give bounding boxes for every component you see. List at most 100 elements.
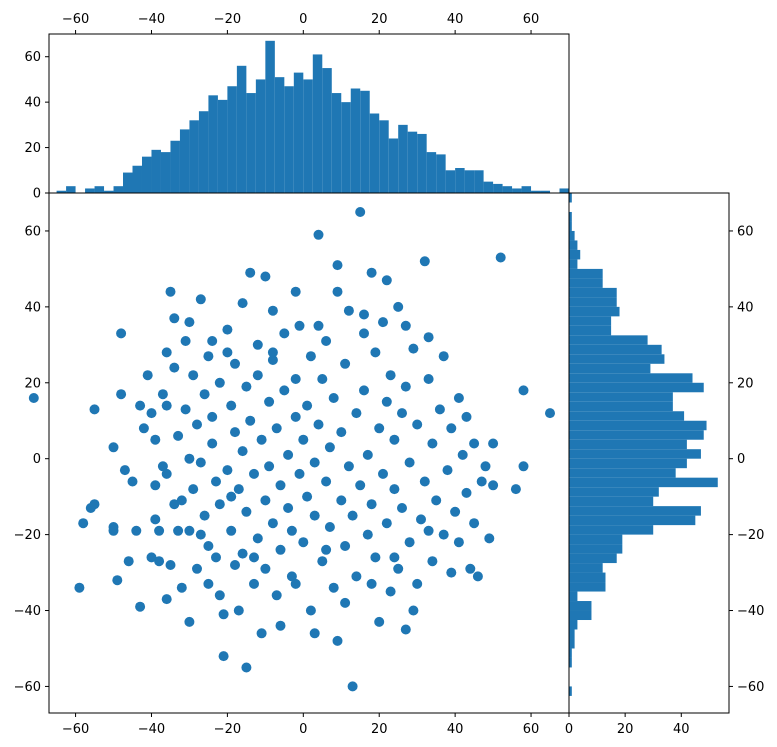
scatter-point [370,552,381,563]
scatter-point [321,476,332,487]
scatter-point [378,317,388,328]
scatter-point [370,347,381,358]
right-histogram-bar [569,544,623,554]
scatter-point [150,514,161,525]
scatter-point [446,567,457,578]
scatter-point [119,465,130,476]
scatter-point [135,400,146,411]
scatter-point [393,563,404,574]
scatter-point [275,620,286,631]
right-y-tick-label: 0 [737,452,745,467]
scatter-point [324,442,335,453]
scatter-point [359,309,369,320]
right-histogram-bar [569,193,572,203]
scatter-point [283,449,294,460]
right-histogram-bar [569,572,606,583]
right-histogram-bar [569,686,572,696]
scatter-point [226,400,237,411]
scatter-point [332,635,343,646]
scatter-point [184,616,195,627]
scatter-point [89,404,100,415]
scatter-point [260,563,271,574]
scatter-point [192,563,202,574]
scatter-point [199,389,210,400]
scatter-point [222,324,233,335]
scatter-point [381,518,392,529]
top-histogram-bar [236,65,247,193]
right-y-tick-label: 40 [737,300,754,315]
top-histogram-bar [521,186,532,193]
scatter-point [161,594,172,605]
scatter-point [290,411,301,422]
right-histogram-bar [569,458,687,469]
scatter-point [465,563,476,574]
scatter-point [309,457,320,468]
scatter-point [374,616,385,627]
scatter-point [184,317,195,328]
scatter-point [453,393,464,403]
x-tick-label: 60 [523,722,540,737]
top-x-tick-label: 0 [299,12,307,27]
scatter-point [226,525,237,536]
scatter-point [116,328,127,339]
right-histogram-bar [569,629,575,639]
right-histogram-bar [569,325,612,336]
scatter-point [362,449,373,460]
scatter-point [366,578,377,589]
scatter-point [245,415,256,426]
top-histogram-bar [474,170,484,193]
scatter-point [313,229,324,240]
scatter-point [328,393,339,403]
right-histogram-bar [569,420,707,431]
top-histogram-bar [483,181,494,193]
scatter-point [305,351,316,362]
scatter-point [423,525,434,536]
top-y-tick-label: 20 [24,141,41,156]
scatter-point [245,267,256,278]
scatter-point [214,377,225,388]
scatter-point [317,374,328,384]
scatter-point [135,601,146,612]
right-histogram-bar [569,582,606,592]
right-histogram-bar [569,316,612,326]
scatter-point [199,510,210,521]
scatter-point [173,430,184,441]
scatter-point [286,525,297,536]
scatter-point [340,541,351,551]
scatter-point [294,320,305,331]
scatter-point [472,571,483,582]
top-histogram-bar [94,186,105,193]
right-histogram-bar [569,477,718,488]
scatter-point [169,313,180,324]
right-histogram-bar [569,439,687,450]
scatter-point [408,605,419,616]
y-tick-label: −40 [14,604,41,619]
scatter-point [393,301,404,312]
top-histogram-bar [255,79,266,193]
right-histogram-bar [569,335,648,345]
top-histogram-bar [445,170,456,193]
scatter-point [214,499,225,510]
scatter-point [112,575,123,586]
right-x-tick-label: 20 [617,722,634,737]
scatter-point [180,404,191,415]
scatter-point [366,499,377,510]
scatter-point [442,465,453,476]
top-histogram-bar [293,72,304,193]
scatter-point [161,400,172,411]
scatter-point [495,252,506,263]
scatter-point [207,411,218,422]
right-histogram-bar [569,363,651,374]
right-y-tick-label: −60 [737,680,764,695]
scatter-point [385,370,396,381]
right-histogram-bar [569,268,603,279]
scatter-point [154,525,165,536]
scatter-point [302,400,313,411]
top-histogram-bar [379,120,389,193]
scatter-point [397,408,407,419]
scatter-point [404,537,415,548]
scatter-point [249,578,259,589]
top-histogram-bar [132,165,142,193]
scatter-point [211,552,221,563]
right-histogram-bar [569,496,654,507]
